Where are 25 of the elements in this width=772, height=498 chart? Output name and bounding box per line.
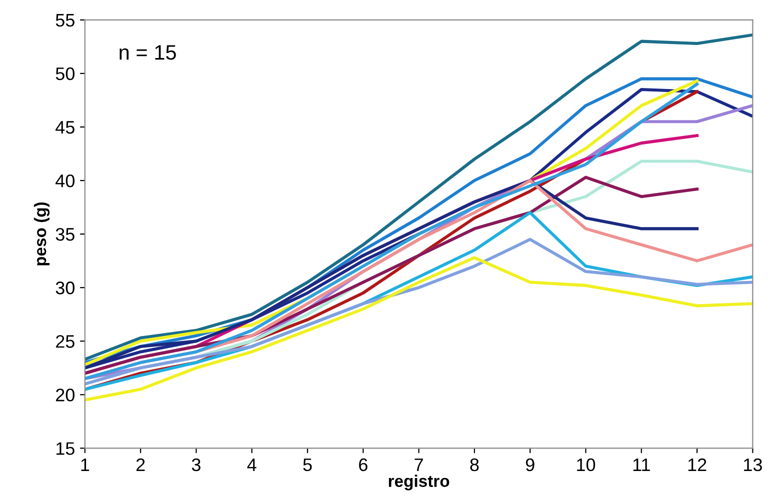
x-axis-title: registro xyxy=(388,474,450,490)
y-tick-label: 40 xyxy=(56,174,74,188)
x-tick-label: 9 xyxy=(526,458,534,472)
y-tick-label: 15 xyxy=(56,442,74,455)
x-tick-label: 2 xyxy=(136,458,145,472)
x-tick-label: 6 xyxy=(359,458,368,472)
x-tick-label: 10 xyxy=(577,458,596,472)
x-tick-label: 11 xyxy=(633,458,650,472)
x-tick-label: 4 xyxy=(247,458,256,472)
x-tick-label: 3 xyxy=(192,458,200,472)
x-tick-label: 8 xyxy=(470,458,479,472)
annotation: n = 15 xyxy=(120,45,176,60)
x-tick-label: 1 xyxy=(81,458,90,472)
y-tick-label: 20 xyxy=(56,388,74,402)
x-tick-label: 7 xyxy=(414,458,423,472)
y-tick-label: 50 xyxy=(56,67,74,80)
x-tick-label: 12 xyxy=(688,458,706,472)
y-axis-title: peso (g) xyxy=(34,202,50,266)
x-tick-label: 13 xyxy=(744,458,762,472)
y-tick-label: 35 xyxy=(56,228,74,241)
y-tick-label: 25 xyxy=(56,335,74,348)
x-tick-label: 5 xyxy=(303,458,312,472)
y-tick-label: 30 xyxy=(56,282,74,294)
y-tick-label: 55 xyxy=(56,14,74,27)
y-tick-label: 45 xyxy=(56,121,74,134)
